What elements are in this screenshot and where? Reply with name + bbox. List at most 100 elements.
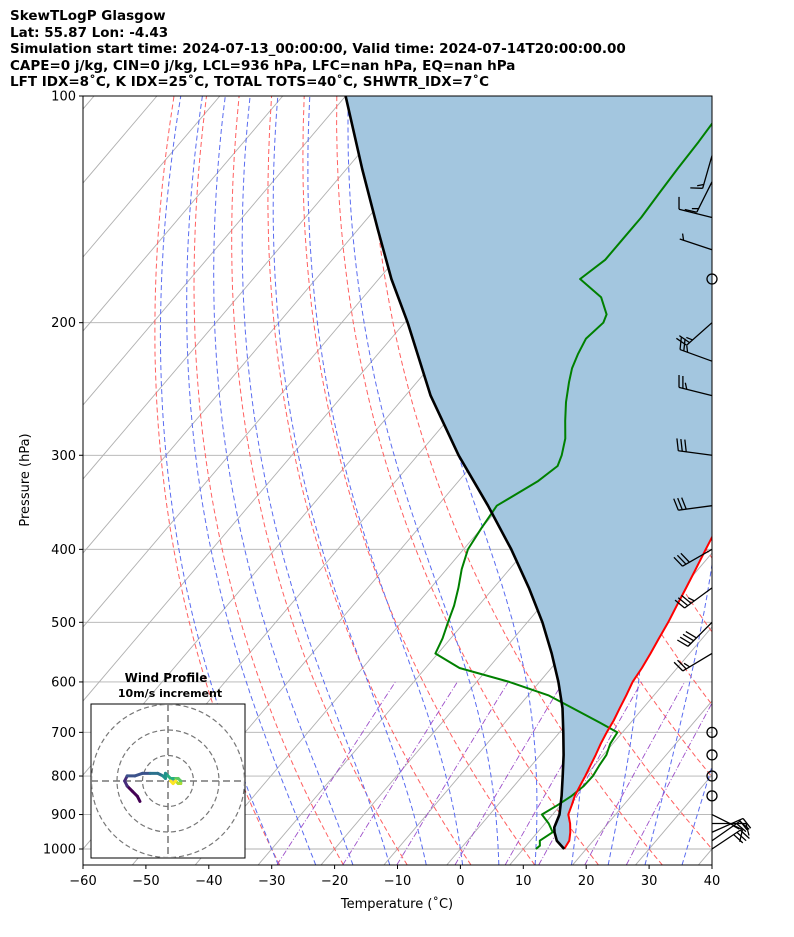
hodograph-plot — [91, 704, 245, 858]
hodograph-subtitle: 10m/s increment — [118, 687, 222, 700]
barb-shaft — [679, 238, 713, 251]
barb-feather — [739, 829, 744, 842]
barb-feather — [685, 630, 697, 639]
wind-barb — [677, 621, 713, 647]
barb-feather — [681, 594, 692, 604]
wind-barb — [711, 829, 750, 850]
barb-feather — [676, 554, 687, 565]
mixing-ratio-line — [342, 681, 458, 865]
isotherm — [83, 96, 346, 406]
cape-cin-shading — [345, 96, 712, 849]
barb-feather — [677, 497, 683, 510]
barb-feather — [683, 662, 691, 668]
barb-shaft — [678, 450, 713, 456]
wind-barb — [690, 155, 713, 189]
moist-adiabat — [159, 96, 279, 865]
wind-barb — [679, 233, 713, 251]
mixing-ratio-line — [625, 702, 712, 865]
barb-shaft — [682, 652, 713, 672]
y-tick-label: 900 — [51, 808, 76, 823]
barb-feather — [686, 345, 689, 353]
dry-adiabat — [760, 96, 794, 865]
barb-feather — [745, 823, 750, 836]
barb-feather — [676, 337, 687, 346]
x-tick-label: −50 — [132, 874, 159, 889]
x-tick-label: −30 — [258, 874, 285, 889]
x-tick-label: 20 — [578, 874, 595, 889]
moist-adiabat — [307, 96, 464, 865]
wind-barb — [678, 196, 713, 219]
y-tick-label: 100 — [51, 90, 76, 105]
x-axis: −60 −50 −40 −30 −20 −10 0 10 20 30 40 — [69, 865, 720, 889]
y-tick-label: 400 — [51, 543, 76, 558]
moist-adiabat — [241, 96, 391, 865]
dewpoint-line — [434, 122, 712, 850]
profile-lines — [344, 96, 712, 850]
dry-adiabat — [727, 96, 794, 865]
calm-wind-circle — [706, 726, 718, 739]
barb-feather — [679, 636, 692, 645]
barb-feather — [680, 438, 683, 452]
wind-barb — [676, 438, 713, 456]
barb-feather — [742, 818, 752, 829]
barb-feather — [680, 552, 690, 563]
barb-feather — [686, 336, 693, 341]
calm-wind-circle — [706, 770, 718, 782]
barb-feather — [674, 599, 685, 609]
x-tick-label: −60 — [69, 874, 96, 889]
wind-barb — [679, 337, 713, 362]
barb-shaft — [679, 348, 713, 362]
barb-feather — [697, 183, 704, 187]
convective-parameters: CAPE=0 j/kg, CIN=0 j/kg, LCL=936 hPa, LF… — [10, 57, 516, 74]
isotherm — [446, 552, 712, 865]
barb-shaft — [684, 587, 713, 609]
stability-indices: LFT IDX=8˚C, K IDX=25˚C, TOTAL TOTS=40˚C… — [10, 74, 490, 90]
y-axis: 100 200 300 400 500 600 700 800 900 1000 — [43, 90, 83, 858]
wind-barb — [673, 497, 713, 511]
calm-wind-circle — [706, 790, 718, 802]
wind-barbs — [673, 155, 752, 850]
y-axis-label: Pressure (hPa) — [18, 433, 33, 526]
barb-feather — [684, 208, 697, 213]
barb-shaft — [678, 505, 713, 511]
barb-feather — [673, 556, 683, 567]
barb-feather — [677, 639, 689, 647]
wind-barb — [673, 548, 713, 567]
barb-shaft — [678, 386, 713, 397]
isotherm — [509, 626, 712, 865]
wind-barb — [711, 817, 752, 833]
y-tick-label: 500 — [51, 616, 76, 631]
cape-cin-area — [345, 96, 712, 849]
barb-feather — [681, 233, 685, 241]
y-tick-label: 700 — [51, 726, 76, 741]
isotherm — [83, 96, 95, 110]
y-tick-label: 1000 — [43, 843, 76, 858]
y-tick-label: 600 — [51, 675, 76, 690]
barb-shaft — [686, 322, 713, 346]
wind-barb — [711, 813, 744, 842]
barb-shaft — [687, 621, 713, 647]
temperature-line — [563, 535, 712, 850]
wind-barb — [673, 652, 713, 672]
barb-shaft — [711, 829, 741, 850]
wind-barb — [678, 375, 713, 397]
wind-barb — [676, 322, 713, 346]
x-tick-label: 30 — [641, 874, 658, 889]
x-tick-label: −20 — [321, 874, 348, 889]
wind-barb — [674, 587, 713, 609]
barb-feather — [682, 633, 694, 642]
barb-feather — [678, 335, 690, 344]
hodograph-title: Wind Profile — [125, 671, 208, 685]
chart-header: SkewTLogP Glasgow Lat: 55.87 Lon: -4.43 … — [10, 8, 626, 91]
y-tick-label: 200 — [51, 316, 76, 331]
dry-adiabat — [231, 96, 408, 865]
moist-adiabat — [347, 96, 500, 865]
isotherm — [83, 96, 472, 554]
barb-shaft — [711, 820, 741, 842]
y-tick-label: 800 — [51, 770, 76, 785]
x-axis-label: Temperature (˚C) — [340, 896, 453, 912]
dry-adiabat — [267, 96, 472, 865]
barb-feather — [681, 497, 687, 510]
barb-feather — [684, 382, 688, 390]
